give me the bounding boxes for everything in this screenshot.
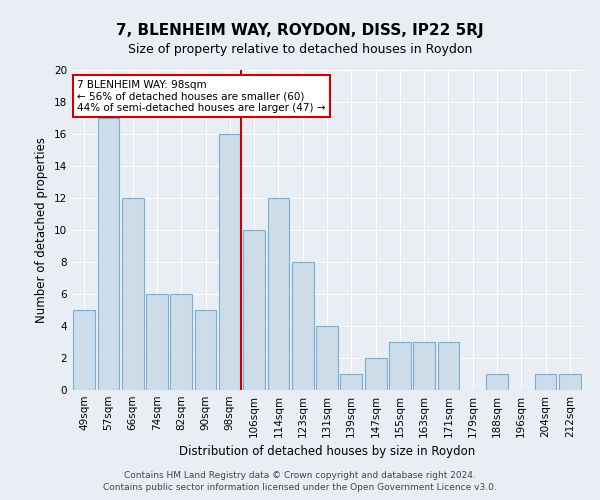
Bar: [535, 374, 556, 390]
Bar: [97, 118, 119, 390]
Text: Contains HM Land Registry data © Crown copyright and database right 2024.
Contai: Contains HM Land Registry data © Crown c…: [103, 471, 497, 492]
Text: 7, BLENHEIM WAY, ROYDON, DISS, IP22 5RJ: 7, BLENHEIM WAY, ROYDON, DISS, IP22 5RJ: [116, 22, 484, 38]
Bar: [340, 374, 362, 390]
Y-axis label: Number of detached properties: Number of detached properties: [35, 137, 49, 323]
Bar: [389, 342, 411, 390]
Bar: [170, 294, 192, 390]
Bar: [292, 262, 314, 390]
Text: 7 BLENHEIM WAY: 98sqm
← 56% of detached houses are smaller (60)
44% of semi-deta: 7 BLENHEIM WAY: 98sqm ← 56% of detached …: [77, 80, 326, 113]
Bar: [437, 342, 460, 390]
Bar: [194, 310, 217, 390]
Bar: [559, 374, 581, 390]
Bar: [486, 374, 508, 390]
Bar: [243, 230, 265, 390]
Bar: [219, 134, 241, 390]
Bar: [268, 198, 289, 390]
Bar: [73, 310, 95, 390]
X-axis label: Distribution of detached houses by size in Roydon: Distribution of detached houses by size …: [179, 446, 475, 458]
Bar: [365, 358, 386, 390]
Bar: [413, 342, 435, 390]
Bar: [122, 198, 143, 390]
Bar: [146, 294, 168, 390]
Bar: [316, 326, 338, 390]
Text: Size of property relative to detached houses in Roydon: Size of property relative to detached ho…: [128, 42, 472, 56]
